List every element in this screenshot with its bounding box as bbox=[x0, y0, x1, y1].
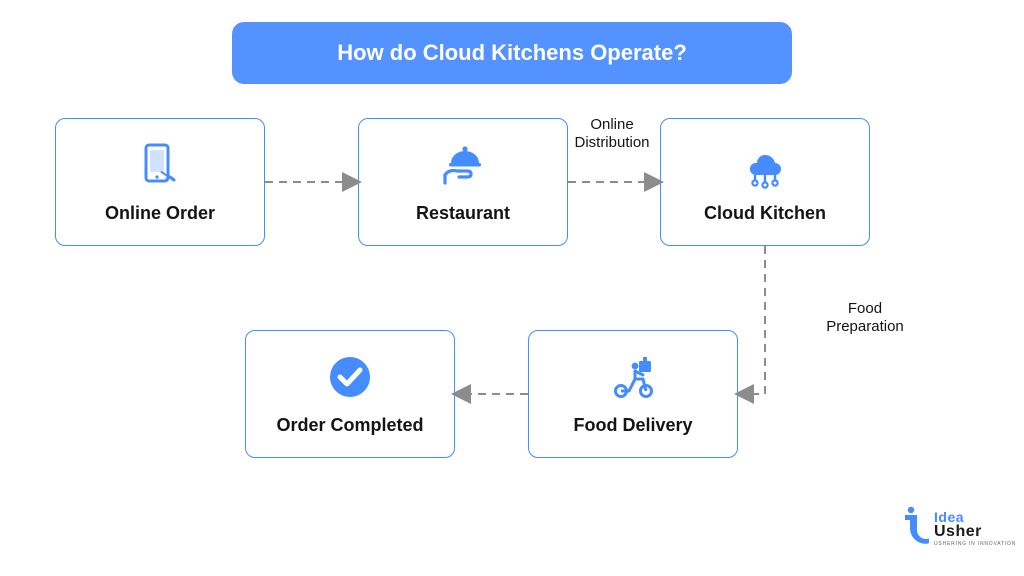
edge-label-online-distribution: Online Distribution bbox=[574, 116, 649, 152]
title-text: How do Cloud Kitchens Operate? bbox=[337, 40, 687, 66]
brand-logo: Idea Usher USHERING IN INNOVATION bbox=[902, 506, 1016, 551]
node-label: Online Order bbox=[105, 203, 215, 224]
phone-order-icon bbox=[136, 141, 184, 189]
cloud-network-icon bbox=[741, 141, 789, 189]
node-label: Food Delivery bbox=[573, 415, 692, 436]
logo-idea-text: Idea bbox=[934, 510, 1016, 524]
delivery-bike-icon bbox=[609, 353, 657, 401]
edge-label-food-preparation: Food Preparation bbox=[826, 300, 904, 336]
logo-mark-icon bbox=[902, 506, 932, 551]
connectors-layer bbox=[0, 0, 1024, 576]
check-circle-icon bbox=[326, 353, 374, 401]
node-cloud-kitchen: Cloud Kitchen bbox=[660, 118, 870, 246]
cloche-hand-icon bbox=[439, 141, 487, 189]
logo-text: Idea Usher USHERING IN INNOVATION bbox=[934, 510, 1016, 547]
node-label: Order Completed bbox=[276, 415, 423, 436]
logo-usher-text: Usher bbox=[934, 524, 1016, 540]
node-online-order: Online Order bbox=[55, 118, 265, 246]
title-banner: How do Cloud Kitchens Operate? bbox=[232, 22, 792, 84]
node-order-completed: Order Completed bbox=[245, 330, 455, 458]
node-food-delivery: Food Delivery bbox=[528, 330, 738, 458]
node-restaurant: Restaurant bbox=[358, 118, 568, 246]
logo-sub-text: USHERING IN INNOVATION bbox=[934, 542, 1016, 547]
node-label: Restaurant bbox=[416, 203, 510, 224]
node-label: Cloud Kitchen bbox=[704, 203, 826, 224]
